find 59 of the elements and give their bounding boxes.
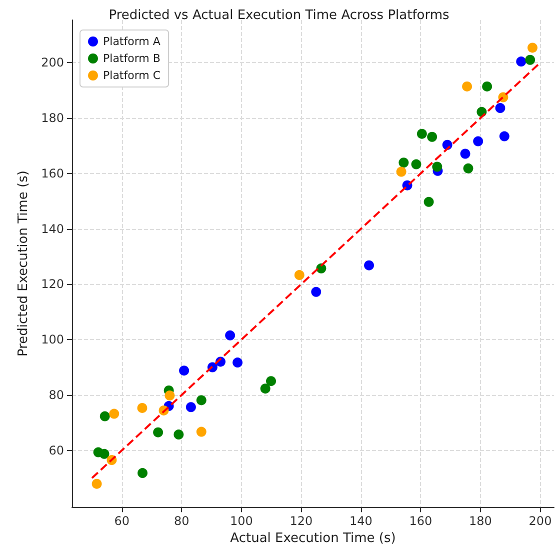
point	[174, 430, 184, 440]
point	[516, 56, 526, 67]
x-axis-title: Actual Execution Time (s)	[230, 531, 396, 546]
x-tick-label: 60	[114, 514, 130, 528]
x-tick-label: 80	[174, 514, 190, 528]
point	[416, 128, 427, 139]
point	[179, 366, 190, 376]
x-tick-label: 200	[528, 514, 552, 528]
point	[138, 468, 148, 478]
point	[364, 260, 374, 270]
point	[462, 81, 472, 92]
point	[225, 330, 236, 340]
point	[260, 384, 270, 394]
point	[427, 132, 438, 142]
point	[499, 131, 510, 142]
legend-label: Platform B	[103, 52, 160, 65]
point	[196, 395, 206, 406]
legend-label: Platform A	[103, 35, 161, 48]
point	[398, 158, 409, 168]
point	[266, 376, 276, 386]
point	[294, 270, 304, 280]
point	[164, 390, 175, 400]
y-tick-label: 140	[41, 222, 64, 236]
y-axis-title: Predicted Execution Time (s)	[16, 170, 32, 357]
x-tick-label: 100	[230, 514, 253, 528]
y-tick-label: 60	[48, 443, 64, 458]
y-tick-label: 160	[41, 166, 64, 180]
point	[137, 402, 148, 413]
point	[495, 103, 506, 114]
point	[99, 448, 110, 459]
legend-label: Platform C	[103, 69, 161, 82]
point	[525, 54, 536, 65]
point	[482, 81, 492, 92]
y-tick-label: 180	[41, 111, 64, 126]
point	[432, 162, 442, 172]
point	[311, 286, 322, 297]
point	[153, 427, 164, 438]
x-tick-label: 140	[350, 514, 372, 528]
y-tick-label: 120	[41, 277, 64, 292]
x-tick-label: 180	[469, 514, 492, 528]
point	[196, 426, 206, 437]
x-tick-label: 120	[290, 514, 313, 528]
point	[527, 42, 538, 53]
point	[473, 136, 484, 146]
point	[109, 408, 120, 419]
point	[186, 402, 196, 412]
point	[424, 196, 434, 207]
chart-title: Predicted vs Actual Execution Time Across Platforms	[108, 8, 450, 23]
point	[92, 478, 102, 489]
y-tick-label: 200	[41, 56, 64, 70]
point	[460, 148, 470, 159]
point	[100, 411, 110, 422]
point	[232, 358, 243, 368]
point	[411, 159, 422, 170]
x-tick-label: 160	[409, 514, 432, 528]
y-tick-label: 100	[41, 332, 64, 347]
y-tick-label: 80	[48, 388, 64, 402]
point	[396, 166, 406, 177]
point	[463, 163, 474, 174]
